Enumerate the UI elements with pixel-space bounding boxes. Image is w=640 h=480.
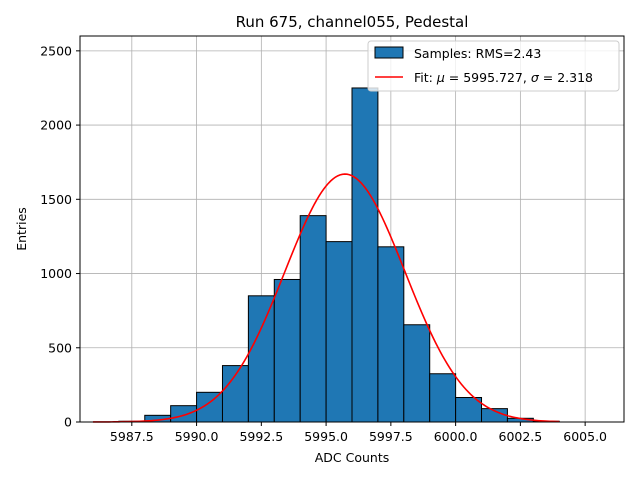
histogram-bar	[403, 324, 431, 423]
chart-title: Run 675, channel055, Pedestal	[236, 13, 469, 31]
y-tick-label: 0	[64, 415, 72, 430]
x-tick-label: 5990.0	[175, 429, 219, 444]
histogram-bar	[325, 241, 353, 423]
y-tick-label: 500	[48, 340, 72, 355]
plot-frame	[79, 35, 625, 423]
x-tick-label: 6002.5	[499, 429, 543, 444]
x-tick-label: 6000.0	[434, 429, 478, 444]
y-axis-label: Entries	[14, 207, 29, 251]
histogram-bar	[273, 278, 301, 423]
x-tick-label: 5995.0	[304, 429, 348, 444]
legend-label-fit: Fit: μ = 5995.727, σ = 2.318	[414, 70, 593, 85]
x-tick-label: 5997.5	[369, 429, 413, 444]
y-tick-label: 1500	[40, 192, 72, 207]
histogram-bars	[118, 87, 560, 423]
x-axis-label: ADC Counts	[315, 450, 390, 465]
x-axis-ticks: 5987.5 5990.0 5992.5 5995.0 5997.5 6000.0 6002…	[110, 422, 607, 444]
histogram-bar	[196, 391, 223, 423]
histogram-bar	[429, 373, 457, 423]
fit-curve	[92, 173, 560, 423]
histogram-bar	[170, 405, 198, 423]
x-tick-label: 5987.5	[110, 429, 154, 444]
legend-box	[367, 40, 620, 92]
y-tick-label: 1000	[40, 266, 72, 281]
y-axis-ticks: 0 500 1000 1500 2000 2500	[40, 43, 80, 430]
histogram-bar	[299, 215, 327, 423]
histogram-bar	[247, 295, 275, 423]
legend-swatch-samples	[374, 46, 404, 59]
histogram-bar	[377, 246, 405, 423]
histogram-bar	[455, 397, 483, 423]
x-tick-label: 6005.0	[563, 429, 607, 444]
y-tick-label: 2500	[40, 43, 72, 58]
histogram-bar	[351, 87, 379, 423]
legend-label-samples: Samples: RMS=2.43	[414, 46, 541, 61]
legend: Samples: RMS=2.43 Fit: μ = 5995.727, σ =…	[367, 40, 620, 92]
y-tick-label: 2000	[40, 118, 72, 133]
x-tick-label: 5992.5	[239, 429, 283, 444]
